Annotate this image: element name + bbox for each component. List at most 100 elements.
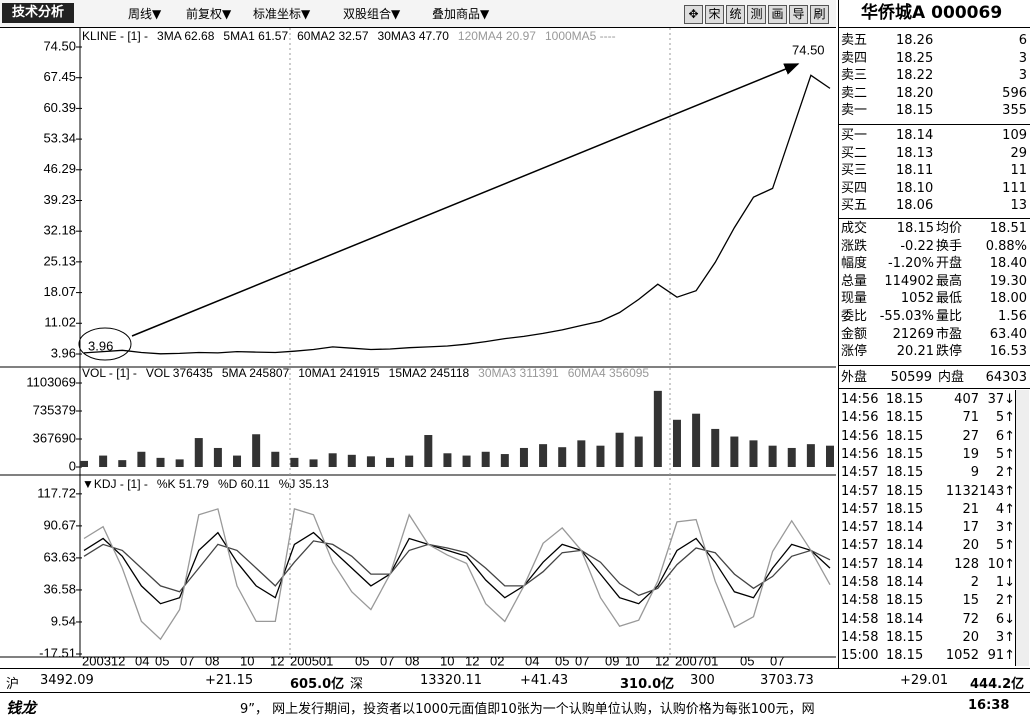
divider (839, 388, 1030, 389)
x-tick-label: 07 (575, 653, 589, 668)
quote-cell: 18.15 (886, 410, 924, 426)
quote-row: 卖二 18.20 596 (841, 85, 1027, 102)
quote-cell: 买五 (841, 198, 868, 214)
tool-button[interactable]: 测 (747, 5, 766, 24)
volume-bar (826, 445, 834, 467)
tool-button[interactable]: ✥ (684, 5, 703, 24)
quote-cell: 6 (1018, 33, 1027, 48)
logo[interactable]: 钱龙 (6, 699, 37, 717)
index-field: 605.0亿 (290, 677, 345, 692)
quote-cell: 5↑ (995, 538, 1015, 554)
quote-cell: 18.15 (886, 465, 924, 481)
y-tick-label: 36.58 (43, 581, 76, 596)
quote-cell: 14:58 (841, 629, 879, 645)
quote-cell: 18.15 (886, 593, 924, 609)
volume-bar (443, 453, 452, 467)
quote-cell: 卖三 (841, 68, 868, 84)
quote-row: 14:57 18.15 21 4↑ (841, 501, 1027, 518)
volume-bar (137, 451, 146, 467)
quote-cell: 20 (962, 538, 979, 554)
menu[interactable]: 双股组合▼ (343, 7, 401, 21)
quote-row: 成交 18.15 均价 18.51 (841, 220, 1027, 237)
menu[interactable]: 叠加商品▼ (432, 7, 490, 21)
quote-cell: 内盘 (938, 370, 965, 385)
y-tick-label: 117.72 (37, 485, 76, 500)
tool-button[interactable]: 刷 (810, 5, 829, 24)
quote-row: 14:57 18.14 20 5↑ (841, 537, 1027, 554)
data-line (83, 74, 831, 355)
volume-bar (194, 438, 203, 467)
quote-cell: 20.21 (896, 344, 934, 360)
divider (839, 218, 1030, 219)
quote-row: 14:57 18.14 128 10↑ (841, 556, 1027, 573)
quote-cell: 0.88% (985, 238, 1027, 254)
volume-bar (80, 460, 88, 467)
tool-button[interactable]: 宋 (705, 5, 724, 24)
legend-item: %K 51.79 (156, 477, 209, 491)
quote-row: 幅度 -1.20% 开盘 18.40 (841, 255, 1027, 272)
tool-button[interactable]: 统 (726, 5, 745, 24)
x-tick-label: 05 (555, 653, 569, 668)
tool-button[interactable]: 画 (768, 5, 787, 24)
menu[interactable]: 周线▼ (128, 7, 162, 21)
quote-cell: 卖二 (841, 85, 868, 101)
quote-row: 14:56 18.15 19 5↑ (841, 446, 1027, 463)
index-field: +41.43 (520, 673, 569, 688)
quote-cell: 18.14 (886, 520, 924, 536)
quote-cell: -55.03% (879, 309, 934, 324)
volume-bar (634, 436, 643, 467)
quote-cell: 成交 (841, 221, 868, 236)
quote-cell: 14:57 (841, 483, 879, 499)
index-field: 沪 (6, 677, 20, 692)
y-tick-label: 60.39 (43, 100, 76, 115)
index-field: 深 (350, 677, 364, 692)
quote-cell: 买一 (841, 128, 868, 143)
menu[interactable]: 前复权▼ (186, 7, 232, 21)
x-tick-label: 10 (625, 653, 639, 668)
index-field: 3492.09 (40, 673, 94, 688)
quote-cell: 1.56 (998, 309, 1027, 324)
legend-item: 60MA4 356095 (567, 366, 650, 380)
y-tick-label: 1103069 (26, 374, 76, 389)
quote-cell: 5↑ (995, 410, 1015, 426)
y-tick-label: 90.67 (43, 517, 76, 532)
quote-cell: 买四 (841, 180, 868, 196)
x-tick-label: 09 (605, 653, 619, 668)
quote-cell: 1132 (945, 483, 979, 499)
menu[interactable]: 标准坐标▼ (253, 7, 311, 21)
quote-cell: 14:57 (841, 520, 879, 536)
legend-item: 10MA1 241915 (298, 366, 380, 380)
index-field: 13320.11 (420, 673, 483, 688)
legend-item: 5MA 245807 (221, 366, 290, 380)
quote-row: 14:56 18.15 27 6↑ (841, 428, 1027, 445)
x-tick-label: 12 (655, 653, 669, 668)
index-field: 3703.73 (760, 673, 814, 688)
quote-row: 14:57 18.14 17 3↑ (841, 519, 1027, 536)
quote-cell: 13 (1010, 198, 1027, 214)
volume-bar (787, 447, 796, 467)
tool-button[interactable]: 导 (789, 5, 808, 24)
quote-cell: 买二 (841, 145, 868, 161)
quote-row: 买二 18.13 29 (841, 145, 1027, 162)
quote-row: 外盘 50599 内盘 64303 (841, 369, 1027, 386)
quote-cell: 换手 (936, 238, 963, 254)
quote-cell: 91↑ (987, 648, 1015, 664)
volume-bar (462, 455, 471, 467)
quote-cell: 37↓ (987, 392, 1015, 407)
quote-cell: 市盈 (936, 326, 963, 342)
quote-cell: 委比 (841, 309, 868, 324)
quote-cell: 14:56 (841, 410, 879, 426)
quote-cell: 跌停 (936, 344, 963, 360)
quote-cell: 14:56 (841, 428, 879, 444)
quote-cell: 19.30 (989, 273, 1027, 289)
quote-row: 卖一 18.15 355 (841, 102, 1027, 119)
tab-title[interactable]: 技术分析 (2, 3, 74, 23)
scrollbar[interactable] (1015, 390, 1029, 666)
quote-cell: 14:58 (841, 593, 879, 609)
quote-cell: 1052 (945, 648, 979, 664)
quote-cell: 3 (1018, 68, 1027, 84)
quote-cell: 18.11 (896, 163, 934, 179)
quote-cell: 14:57 (841, 501, 879, 517)
quote-row: 卖四 18.25 3 (841, 50, 1027, 67)
y-tick-label: -17.51 (39, 645, 76, 660)
